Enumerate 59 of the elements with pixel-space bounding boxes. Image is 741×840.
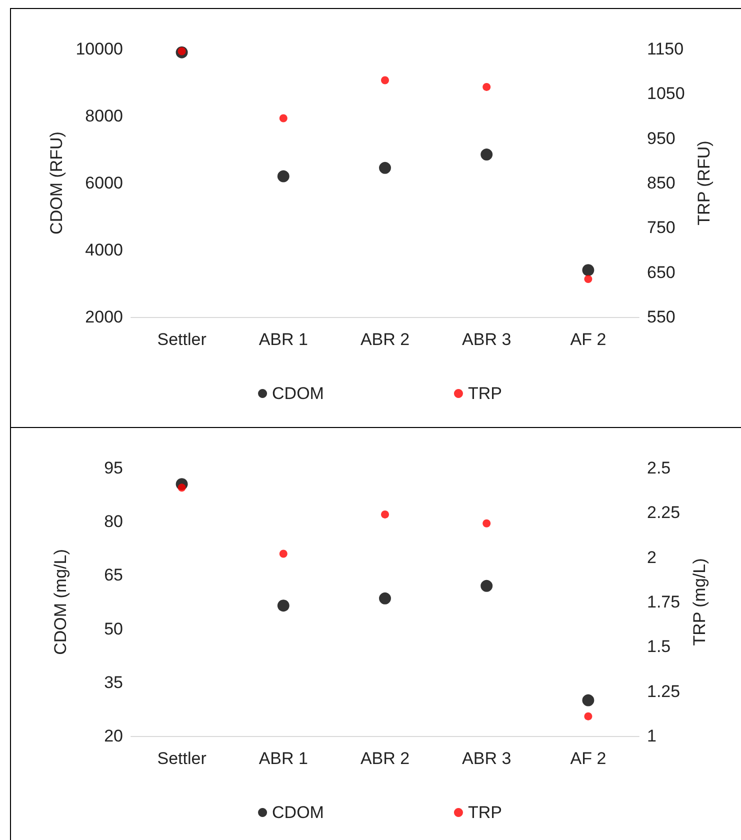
y2-tick-label: 2.5 xyxy=(647,458,671,478)
y2-tick-label: 1 xyxy=(647,726,656,746)
y2-tick-label: 950 xyxy=(647,128,676,148)
y-tick-label: 65 xyxy=(104,566,123,585)
y-tick-label: 8000 xyxy=(85,106,123,126)
y2-tick-label: 2 xyxy=(647,548,656,567)
point xyxy=(279,114,288,122)
point xyxy=(279,550,288,558)
y2-tick-label: 1.25 xyxy=(647,682,680,701)
x-tick-label: ABR 1 xyxy=(258,749,308,768)
y2-tick-label: 750 xyxy=(647,218,676,238)
point xyxy=(480,580,493,592)
y2-tick-label: 1.75 xyxy=(647,592,680,612)
legend-label: TRP xyxy=(468,384,502,403)
point xyxy=(584,712,592,720)
x-tick-label: Settler xyxy=(157,749,207,768)
x-tick-label: Settler xyxy=(157,330,207,349)
y-tick-label: 80 xyxy=(104,512,123,532)
point xyxy=(584,275,592,284)
point xyxy=(480,148,493,161)
y-axis-title: CDOM (mg/L) xyxy=(51,549,70,655)
point xyxy=(277,600,290,612)
y-tick-label: 20 xyxy=(104,726,123,746)
y2-axis-title: TRP (RFU) xyxy=(694,140,714,226)
y-axis-title: CDOM (RFU) xyxy=(46,132,66,234)
x-tick-label: ABR 2 xyxy=(360,749,410,768)
x-tick-label: ABR 2 xyxy=(360,330,410,349)
y-tick-label: 95 xyxy=(104,458,123,478)
y-tick-label: 10000 xyxy=(76,40,123,58)
point xyxy=(379,162,391,174)
y-tick-label: 50 xyxy=(104,619,123,638)
y2-tick-label: 1050 xyxy=(647,84,685,104)
y-tick-label: 6000 xyxy=(85,174,123,192)
point xyxy=(379,592,391,604)
point xyxy=(381,510,389,518)
y2-tick-label: 2.25 xyxy=(647,503,680,522)
x-tick-label: AF 2 xyxy=(570,749,606,768)
y-tick-label: 2000 xyxy=(85,308,123,326)
y2-tick-label: 650 xyxy=(647,262,676,282)
y2-tick-label: 1150 xyxy=(647,40,684,58)
x-tick-label: ABR 1 xyxy=(258,330,308,349)
y2-axis-title: TRP (mg/L) xyxy=(690,558,709,646)
y-tick-label: 4000 xyxy=(85,240,123,260)
y2-tick-label: 550 xyxy=(647,308,676,326)
point xyxy=(381,76,389,84)
x-tick-label: ABR 3 xyxy=(462,749,512,768)
point xyxy=(482,519,491,528)
y2-tick-label: 850 xyxy=(647,174,676,192)
legend-label: CDOM xyxy=(272,803,324,822)
point xyxy=(582,264,594,276)
point xyxy=(582,694,594,706)
point xyxy=(482,82,491,91)
legend-label: TRP xyxy=(468,803,502,822)
legend-label: CDOM xyxy=(272,384,324,403)
y-tick-label: 35 xyxy=(104,672,123,692)
x-tick-label: AF 2 xyxy=(570,330,606,349)
point xyxy=(277,170,290,182)
x-tick-label: ABR 3 xyxy=(462,330,512,349)
y2-tick-label: 1.5 xyxy=(647,637,671,656)
